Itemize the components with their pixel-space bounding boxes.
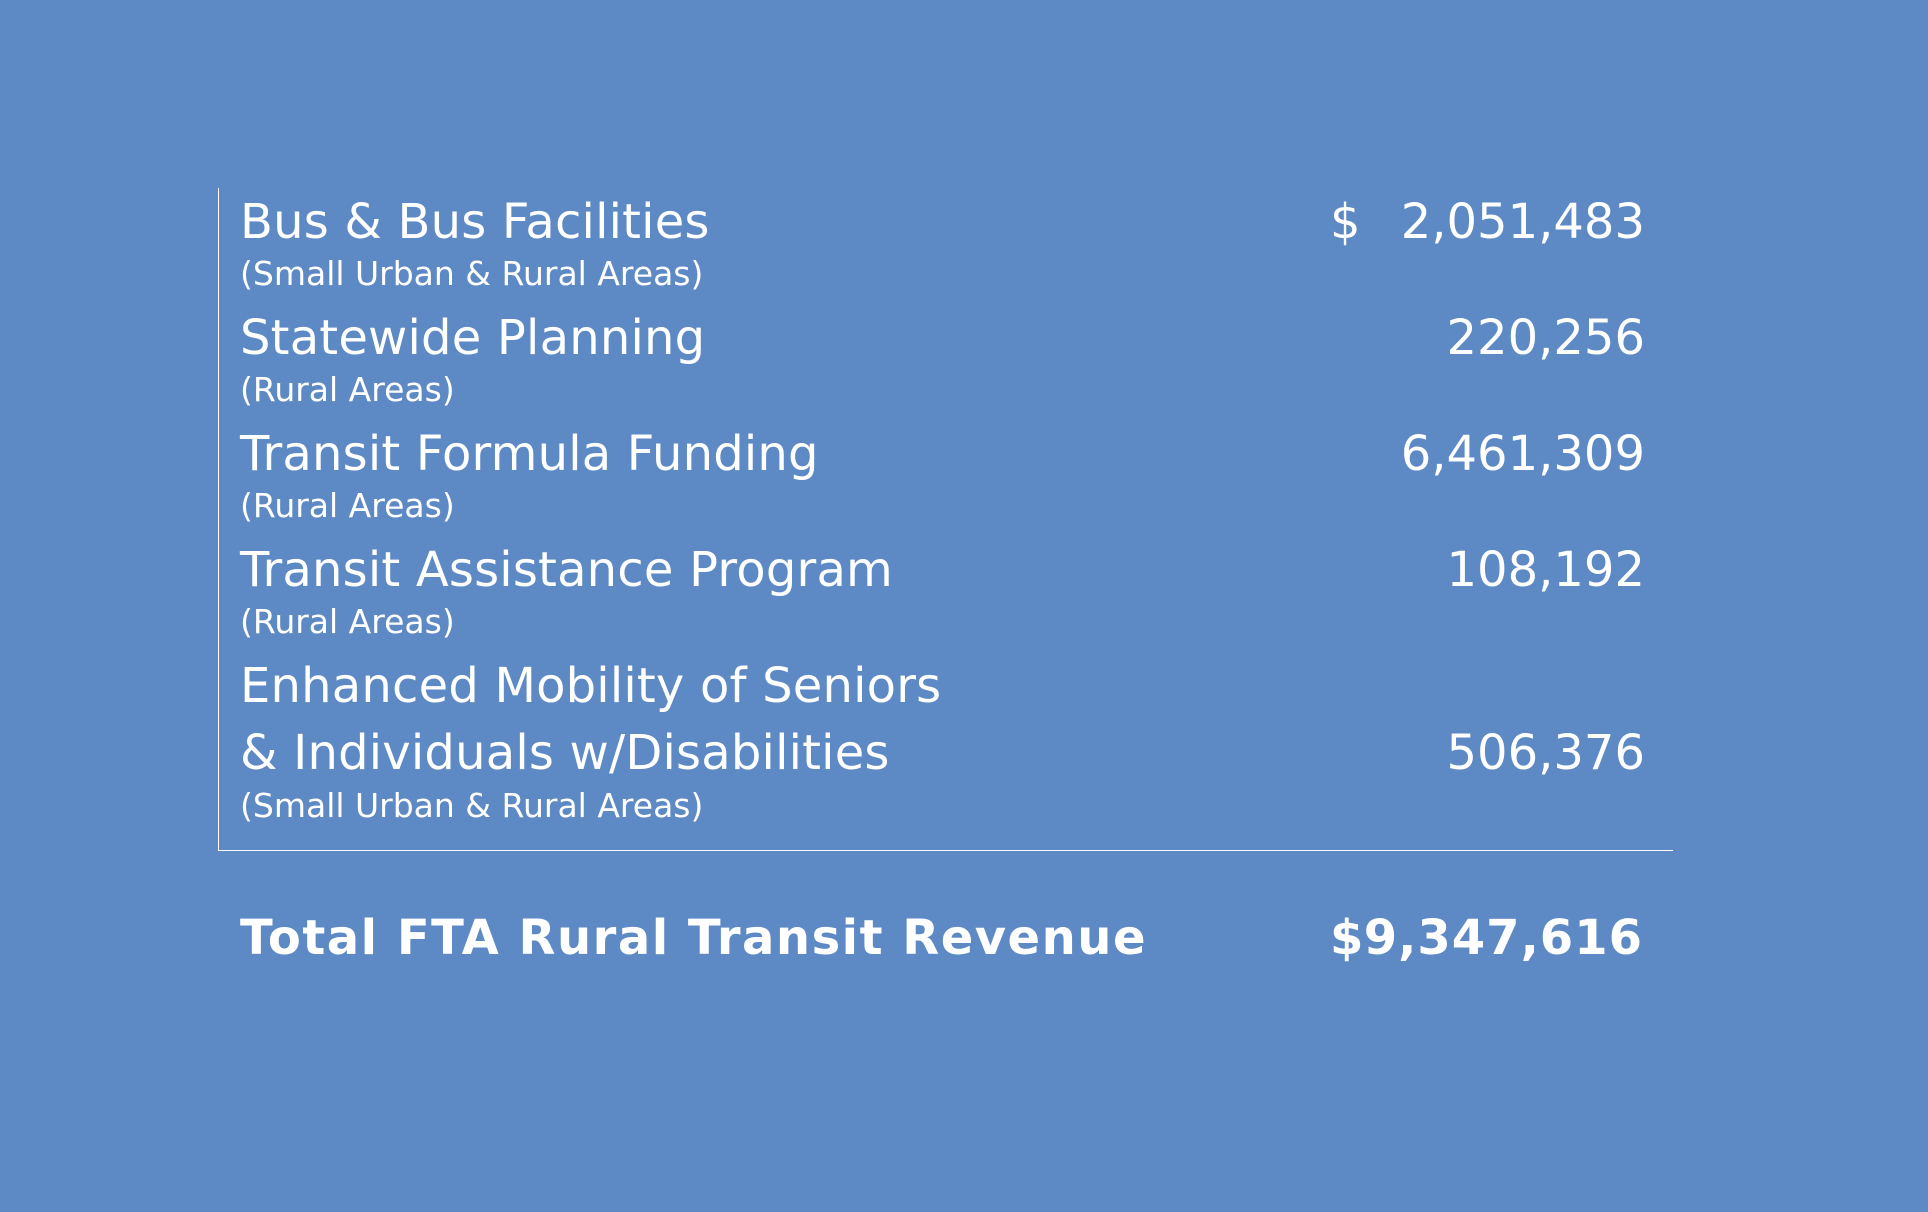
- row-name-bus-facilities: Bus & Bus Facilities: [240, 194, 710, 250]
- row-name-transit-formula: Transit Formula Funding: [240, 426, 819, 482]
- row-name-transit-assistance: Transit Assistance Program: [240, 542, 894, 598]
- row-sub-bus-facilities: (Small Urban & Rural Areas): [240, 254, 704, 293]
- row-sub-transit-formula: (Rural Areas): [240, 486, 455, 525]
- row-currency-bus-facilities: $: [1330, 194, 1361, 250]
- row-sub-statewide-planning: (Rural Areas): [240, 370, 455, 409]
- row-name-statewide-planning: Statewide Planning: [240, 310, 706, 366]
- row-amount-enhanced-mobility: 506,376: [1446, 725, 1646, 781]
- row-sub-enhanced-mobility: (Small Urban & Rural Areas): [240, 786, 704, 825]
- row-name-enhanced-mobility-line1: Enhanced Mobility of Seniors: [240, 658, 942, 714]
- row-amount-statewide-planning: 220,256: [1446, 310, 1646, 366]
- total-label: Total FTA Rural Transit Revenue: [240, 910, 1148, 966]
- total-currency: $: [1330, 910, 1364, 966]
- row-amount-transit-formula: 6,461,309: [1400, 426, 1645, 482]
- row-amount-bus-facilities: 2,051,483: [1400, 194, 1645, 250]
- total-amount: 9,347,616: [1363, 910, 1643, 966]
- revenue-table: [218, 188, 1673, 851]
- row-name-enhanced-mobility-line2: & Individuals w/Disabilities: [240, 725, 890, 781]
- row-amount-transit-assistance: 108,192: [1446, 542, 1646, 598]
- row-sub-transit-assistance: (Rural Areas): [240, 602, 455, 641]
